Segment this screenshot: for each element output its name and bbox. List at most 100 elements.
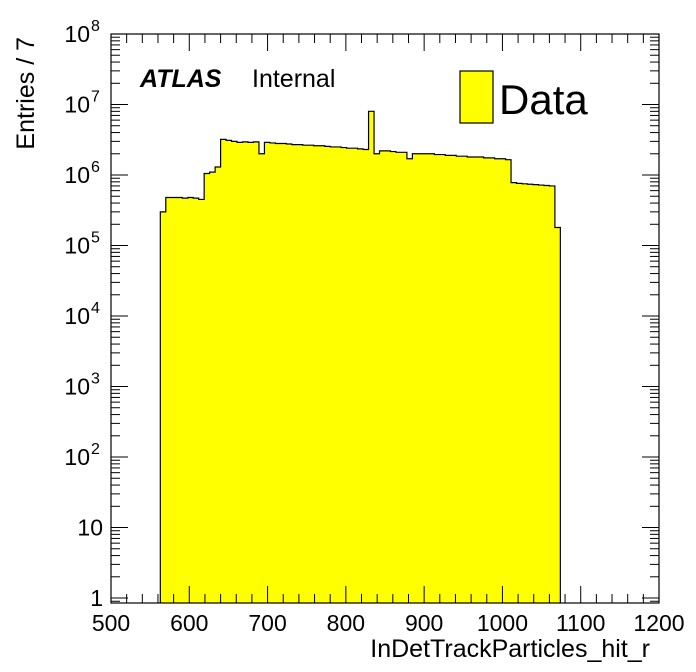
x-tick-label: 800 [327,610,365,636]
histogram-bar [374,153,380,603]
histogram-bar [313,145,320,604]
histogram-bar [280,143,287,603]
histogram-bar [549,185,556,603]
histogram-bar [253,141,260,603]
histogram-bar [532,184,539,604]
histogram-bar [220,139,227,604]
histogram-bar [467,157,474,603]
histogram-bar [187,197,194,603]
y-tick-exponent: 6 [91,159,100,176]
legend-label-data: Data [499,76,588,123]
histogram-bar [472,157,479,603]
histogram-bar [193,198,200,604]
y-tick-label: 10 [77,515,103,541]
histogram-bars [160,111,561,604]
x-tick-label: 700 [248,610,286,636]
histogram-bar [286,144,293,604]
histogram-bar [357,148,364,603]
histogram-bar [478,157,485,603]
histogram-bar [390,151,397,603]
histogram-bar [494,158,501,604]
histogram-bar [291,144,298,604]
y-tick-exponent: 3 [91,371,100,388]
histogram-bar [204,173,211,603]
histogram-bar [171,197,178,603]
y-tick-label: 1 [90,585,103,611]
histogram-bar [450,155,457,603]
histogram-bar [319,145,326,604]
y-tick-exponent: 5 [91,230,100,247]
histogram-bar [308,145,315,603]
histogram-bar [554,227,561,603]
atlas-status-label: Internal [252,65,335,93]
histogram-bar [264,142,271,603]
histogram-bar [231,141,238,603]
y-tick-label: 10 [64,374,90,400]
histogram-bar [160,211,167,603]
histogram-bar [406,158,413,604]
histogram-bar [461,156,468,603]
histogram-bar [258,153,265,603]
histogram-bar [297,144,304,604]
y-tick-exponent: 4 [91,300,100,317]
x-tick-label: 900 [405,610,443,636]
histogram-bar [456,156,463,603]
histogram-outline [159,110,561,603]
histogram-bar [248,142,254,603]
histogram-bar [330,146,337,603]
x-tick-label: 1200 [633,610,684,636]
histogram-bar [176,197,183,603]
histogram-bar [489,157,495,604]
plot-frame [110,33,660,604]
histogram-bar [368,111,375,603]
y-tick-label: 10 [64,233,90,259]
y-tick-label: 10 [64,162,90,188]
histogram-bar [527,184,534,603]
histogram-bar [395,152,402,603]
y-tick-label: 10 [64,21,90,47]
y-tick-exponent: 8 [91,18,100,35]
histogram-bar [445,155,452,603]
x-tick-label: 1100 [556,610,605,636]
histogram-bar [511,182,517,604]
y-tick-label: 10 [64,444,90,470]
x-axis-ticks: 500 600 700 800 900 1000 1100 1200 [92,34,685,636]
y-tick-label: 10 [64,92,90,118]
histogram-bar [226,140,232,603]
histogram-bar [237,142,243,603]
y-tick-exponent: 7 [91,89,100,106]
histogram-bar [439,154,446,603]
x-tick-label: 1000 [477,610,528,636]
atlas-label: ATLAS [139,65,222,93]
legend-swatch-data [459,70,494,124]
histogram-bar [341,147,348,603]
histogram-bar [363,149,369,604]
histogram-bar [516,183,523,604]
y-tick-label: 10 [64,303,90,329]
x-axis-title: InDetTrackParticles_hit_r [370,635,650,663]
histogram-bar [242,141,249,603]
histogram-bar [198,199,205,603]
histogram-bar [505,159,512,604]
x-tick-label: 600 [170,610,208,636]
histogram-bar [538,185,545,603]
histogram-bar [417,153,424,603]
histogram-bar [401,152,408,603]
histogram-bar [385,150,391,603]
histogram-bar [302,145,309,603]
histogram-bar [522,183,528,603]
y-tick-exponent: 2 [91,441,100,458]
histogram-bar [500,158,506,604]
histogram-bar [324,146,331,603]
histogram-bar [346,148,353,603]
histogram-bar [275,143,282,603]
histogram-bar [543,185,550,604]
histogram-bar [483,157,490,604]
histogram-bar [352,148,358,603]
histogram-bar [165,197,172,603]
histogram-bar [423,153,430,603]
x-tick-label: 500 [92,610,130,636]
histogram-bar [215,166,221,604]
